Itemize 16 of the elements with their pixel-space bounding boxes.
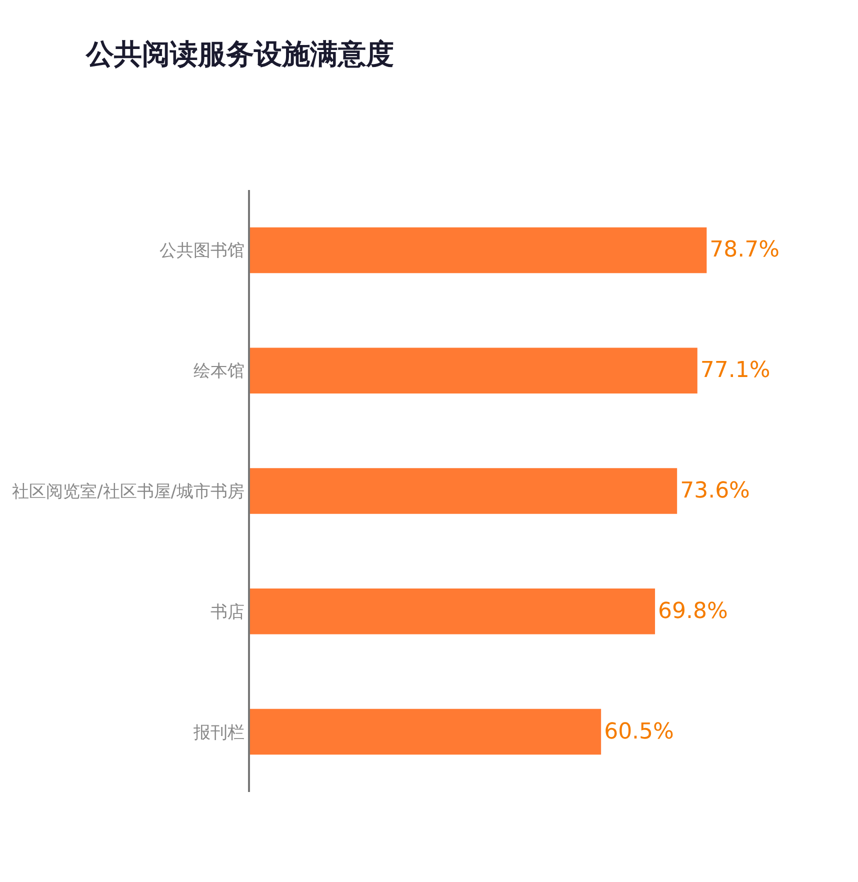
y-tick-label: 绘本馆 [194,362,245,382]
data-label: 78.7% [710,238,780,263]
data-label: 77.1% [700,358,770,384]
y-tick-label: 书店 [210,602,245,622]
data-label: 69.8% [658,598,728,624]
bar [250,468,678,514]
bar [250,708,602,755]
bar [250,227,707,274]
data-label: 73.6% [680,478,750,504]
data-label: 60.5% [604,719,674,744]
y-tick-label: 公共图书馆 [160,241,245,262]
bar [250,348,698,394]
chart-title: 公共阅读服务设施满意度 [84,38,394,71]
y-tick-label: 社区阅览室/社区书屋/城市书房 [12,482,245,502]
y-tick-label: 报刊栏 [192,722,245,743]
bar [250,588,656,634]
